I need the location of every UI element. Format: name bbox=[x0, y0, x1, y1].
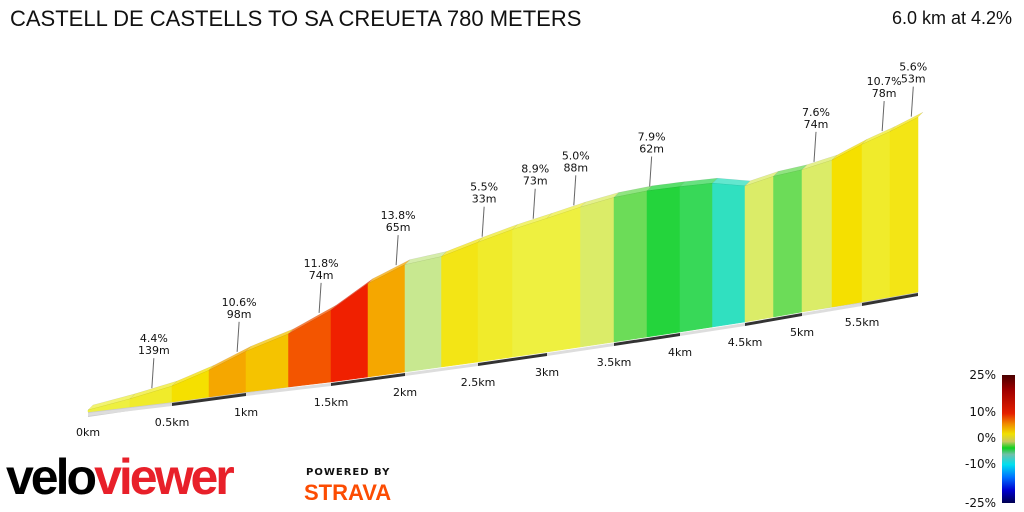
veloviewer-logo[interactable]: veloviewer bbox=[6, 449, 235, 505]
annotation-length: 33m bbox=[472, 193, 497, 206]
gradient-segment bbox=[773, 169, 803, 318]
annotation-length: 73m bbox=[523, 175, 548, 188]
distance-axis-band bbox=[88, 403, 172, 416]
annotation-leader-line bbox=[481, 206, 485, 237]
annotation-grade: 4.4% bbox=[140, 332, 168, 345]
x-tick-label: 1km bbox=[234, 406, 258, 419]
annotation-length: 74m bbox=[309, 269, 334, 282]
distance-axis-band bbox=[680, 323, 745, 336]
distance-axis-band bbox=[172, 393, 246, 406]
gradient-segment bbox=[861, 131, 891, 303]
annotation-length: 62m bbox=[639, 143, 664, 156]
distance-axis-band bbox=[478, 353, 547, 366]
x-tick-label: 3.5km bbox=[597, 356, 632, 369]
annotation-grade: 5.5% bbox=[470, 181, 498, 194]
legend-label: -10% bbox=[964, 457, 996, 471]
annotation-leader-line bbox=[881, 101, 885, 132]
annotation-grade: 7.6% bbox=[802, 106, 830, 119]
gradient-segment bbox=[801, 159, 833, 313]
x-tick-label: 0km bbox=[76, 426, 100, 439]
legend-label: 25% bbox=[969, 368, 996, 382]
annotation-grade: 5.6% bbox=[899, 61, 927, 74]
logo-viewer: viewer bbox=[94, 449, 235, 505]
gradient-segment bbox=[646, 186, 681, 338]
annotation-grade: 10.6% bbox=[222, 296, 257, 309]
annotation-grade: 11.8% bbox=[304, 257, 339, 270]
annotation-leader-line bbox=[813, 131, 817, 162]
annotation-length: 88m bbox=[563, 161, 588, 174]
legend-label: 0% bbox=[976, 431, 996, 445]
distance-axis-band bbox=[405, 363, 478, 376]
segment-summary: 6.0 km at 4.2% bbox=[891, 8, 1012, 28]
annotation-leader-line bbox=[395, 235, 399, 266]
gradient-segment bbox=[441, 241, 479, 368]
annotation-leader-line bbox=[236, 321, 240, 352]
gradient-segment bbox=[171, 369, 210, 403]
gradient-segment bbox=[580, 197, 615, 348]
gradient-color-legend bbox=[1002, 375, 1015, 503]
distance-axis-band bbox=[802, 303, 862, 316]
gradient-segment bbox=[477, 229, 513, 363]
legend-label: 10% bbox=[969, 405, 996, 419]
gradient-segment bbox=[367, 264, 406, 378]
distance-axis-band bbox=[246, 383, 331, 396]
annotation-grade: 10.7% bbox=[867, 75, 902, 88]
x-tick-label: 1.5km bbox=[314, 396, 349, 409]
gradient-segment bbox=[404, 256, 442, 373]
annotation-length: 78m bbox=[872, 87, 897, 100]
profile-top-surface bbox=[889, 111, 924, 132]
x-tick-label: 4km bbox=[668, 346, 692, 359]
annotation-grade: 5.0% bbox=[562, 149, 590, 162]
distance-axis-band bbox=[331, 373, 405, 386]
annotation-leader-line bbox=[649, 156, 653, 187]
distance-axis-band bbox=[547, 343, 614, 356]
annotation-grade: 13.8% bbox=[381, 209, 416, 222]
gradient-segment bbox=[889, 116, 919, 298]
distance-axis-band bbox=[745, 313, 802, 326]
annotation-length: 139m bbox=[138, 344, 170, 357]
gradient-segment bbox=[546, 206, 581, 353]
powered-by-label: POWERED BY bbox=[306, 467, 391, 478]
gradient-segment bbox=[512, 217, 548, 358]
x-tick-label: 4.5km bbox=[728, 336, 763, 349]
gradient-segment bbox=[330, 283, 369, 383]
logo-velo: velo bbox=[6, 449, 97, 505]
strava-logo[interactable]: STRAVA bbox=[304, 480, 392, 505]
annotation-leader-line bbox=[532, 188, 536, 219]
annotation-leader-line bbox=[573, 175, 577, 206]
x-tick-label: 5.5km bbox=[845, 316, 880, 329]
gradient-segment bbox=[613, 190, 648, 343]
distance-axis-band bbox=[614, 333, 680, 346]
annotation-leader-line bbox=[318, 282, 322, 313]
annotation-grade: 8.9% bbox=[521, 163, 549, 176]
annotation-length: 74m bbox=[804, 118, 829, 131]
x-tick-label: 3km bbox=[535, 366, 559, 379]
gradient-segment bbox=[679, 182, 713, 333]
annotation-length: 53m bbox=[901, 73, 926, 86]
legend-label: -25% bbox=[964, 496, 996, 510]
gradient-segment bbox=[831, 143, 863, 308]
x-tick-label: 5km bbox=[790, 326, 814, 339]
distance-axis-band bbox=[862, 293, 918, 306]
x-tick-label: 0.5km bbox=[155, 416, 190, 429]
page-title: CASTELL DE CASTELLS TO SA CREUETA 780 ME… bbox=[10, 6, 582, 31]
annotation-leader-line bbox=[910, 86, 914, 117]
x-tick-label: 2.5km bbox=[461, 376, 496, 389]
gradient-segment bbox=[712, 182, 746, 328]
annotation-length: 98m bbox=[227, 308, 252, 321]
annotation-length: 65m bbox=[386, 221, 411, 234]
annotation-leader-line bbox=[151, 358, 155, 389]
x-tick-label: 2km bbox=[393, 386, 417, 399]
gradient-segment bbox=[744, 175, 774, 323]
annotation-grade: 7.9% bbox=[638, 131, 666, 144]
